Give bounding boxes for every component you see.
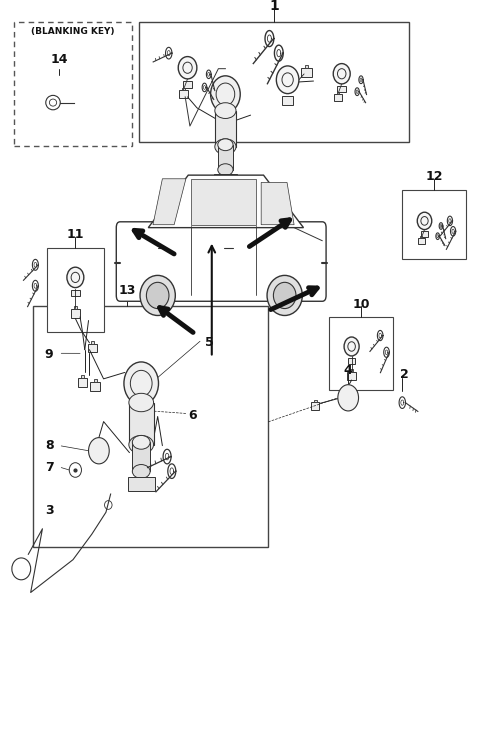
Text: 12: 12	[425, 170, 443, 183]
Ellipse shape	[333, 63, 350, 84]
Ellipse shape	[211, 76, 240, 112]
Bar	[91, 341, 94, 344]
Bar	[87, 344, 97, 353]
Bar	[305, 65, 308, 68]
Bar	[301, 68, 312, 77]
Ellipse shape	[67, 267, 84, 288]
Bar	[71, 289, 80, 296]
Bar	[81, 376, 84, 378]
Bar	[421, 231, 428, 237]
Bar	[348, 358, 355, 364]
Ellipse shape	[124, 362, 158, 405]
Bar	[311, 403, 320, 410]
Bar	[214, 174, 237, 186]
Polygon shape	[148, 175, 303, 228]
Bar	[179, 90, 188, 98]
Polygon shape	[153, 179, 186, 225]
Ellipse shape	[215, 139, 236, 155]
Ellipse shape	[218, 139, 233, 150]
Text: 8: 8	[45, 440, 53, 452]
Text: 9: 9	[45, 348, 53, 361]
Bar	[282, 97, 293, 105]
Bar	[33, 307, 268, 547]
Ellipse shape	[178, 57, 197, 79]
Ellipse shape	[146, 282, 169, 309]
Ellipse shape	[132, 464, 150, 478]
Bar	[94, 379, 96, 382]
Bar	[128, 477, 155, 490]
Bar	[329, 318, 393, 391]
FancyBboxPatch shape	[116, 222, 326, 301]
Ellipse shape	[338, 385, 359, 411]
Ellipse shape	[129, 435, 154, 454]
Bar	[132, 443, 150, 472]
Ellipse shape	[215, 103, 236, 118]
Bar	[418, 238, 425, 244]
Bar	[314, 400, 316, 403]
Text: 10: 10	[352, 298, 370, 311]
Text: 14: 14	[50, 53, 68, 65]
Bar	[14, 22, 132, 146]
Text: 5: 5	[204, 336, 214, 349]
Text: 6: 6	[188, 409, 197, 423]
Polygon shape	[191, 179, 256, 225]
Ellipse shape	[88, 437, 109, 464]
Bar	[402, 190, 466, 259]
Bar	[139, 22, 409, 142]
Text: 1: 1	[269, 0, 279, 13]
Ellipse shape	[417, 212, 432, 230]
Bar	[336, 92, 339, 94]
Bar	[218, 145, 233, 170]
Ellipse shape	[344, 337, 359, 356]
Ellipse shape	[276, 66, 299, 94]
Ellipse shape	[218, 164, 233, 176]
Text: 11: 11	[67, 228, 84, 241]
Text: 3: 3	[45, 504, 53, 517]
Ellipse shape	[132, 435, 150, 449]
Bar	[129, 403, 154, 445]
Ellipse shape	[129, 394, 154, 411]
Text: 4: 4	[344, 364, 353, 376]
Bar	[334, 94, 342, 101]
Bar	[348, 372, 356, 379]
Ellipse shape	[140, 275, 175, 315]
Text: 13: 13	[119, 284, 136, 297]
Text: (BLANKING KEY): (BLANKING KEY)	[31, 28, 115, 36]
Text: 7: 7	[45, 461, 54, 474]
Bar	[71, 309, 80, 318]
Bar	[47, 248, 104, 332]
Bar	[183, 81, 192, 88]
Bar	[337, 86, 346, 92]
Bar	[350, 369, 353, 372]
Bar	[182, 88, 185, 90]
Bar	[90, 382, 100, 391]
Bar	[74, 307, 77, 309]
Ellipse shape	[267, 275, 302, 315]
Ellipse shape	[274, 282, 296, 309]
Bar	[420, 237, 422, 238]
Text: 2: 2	[400, 368, 409, 382]
Polygon shape	[261, 182, 294, 225]
Bar	[78, 378, 87, 387]
Bar	[215, 111, 236, 147]
